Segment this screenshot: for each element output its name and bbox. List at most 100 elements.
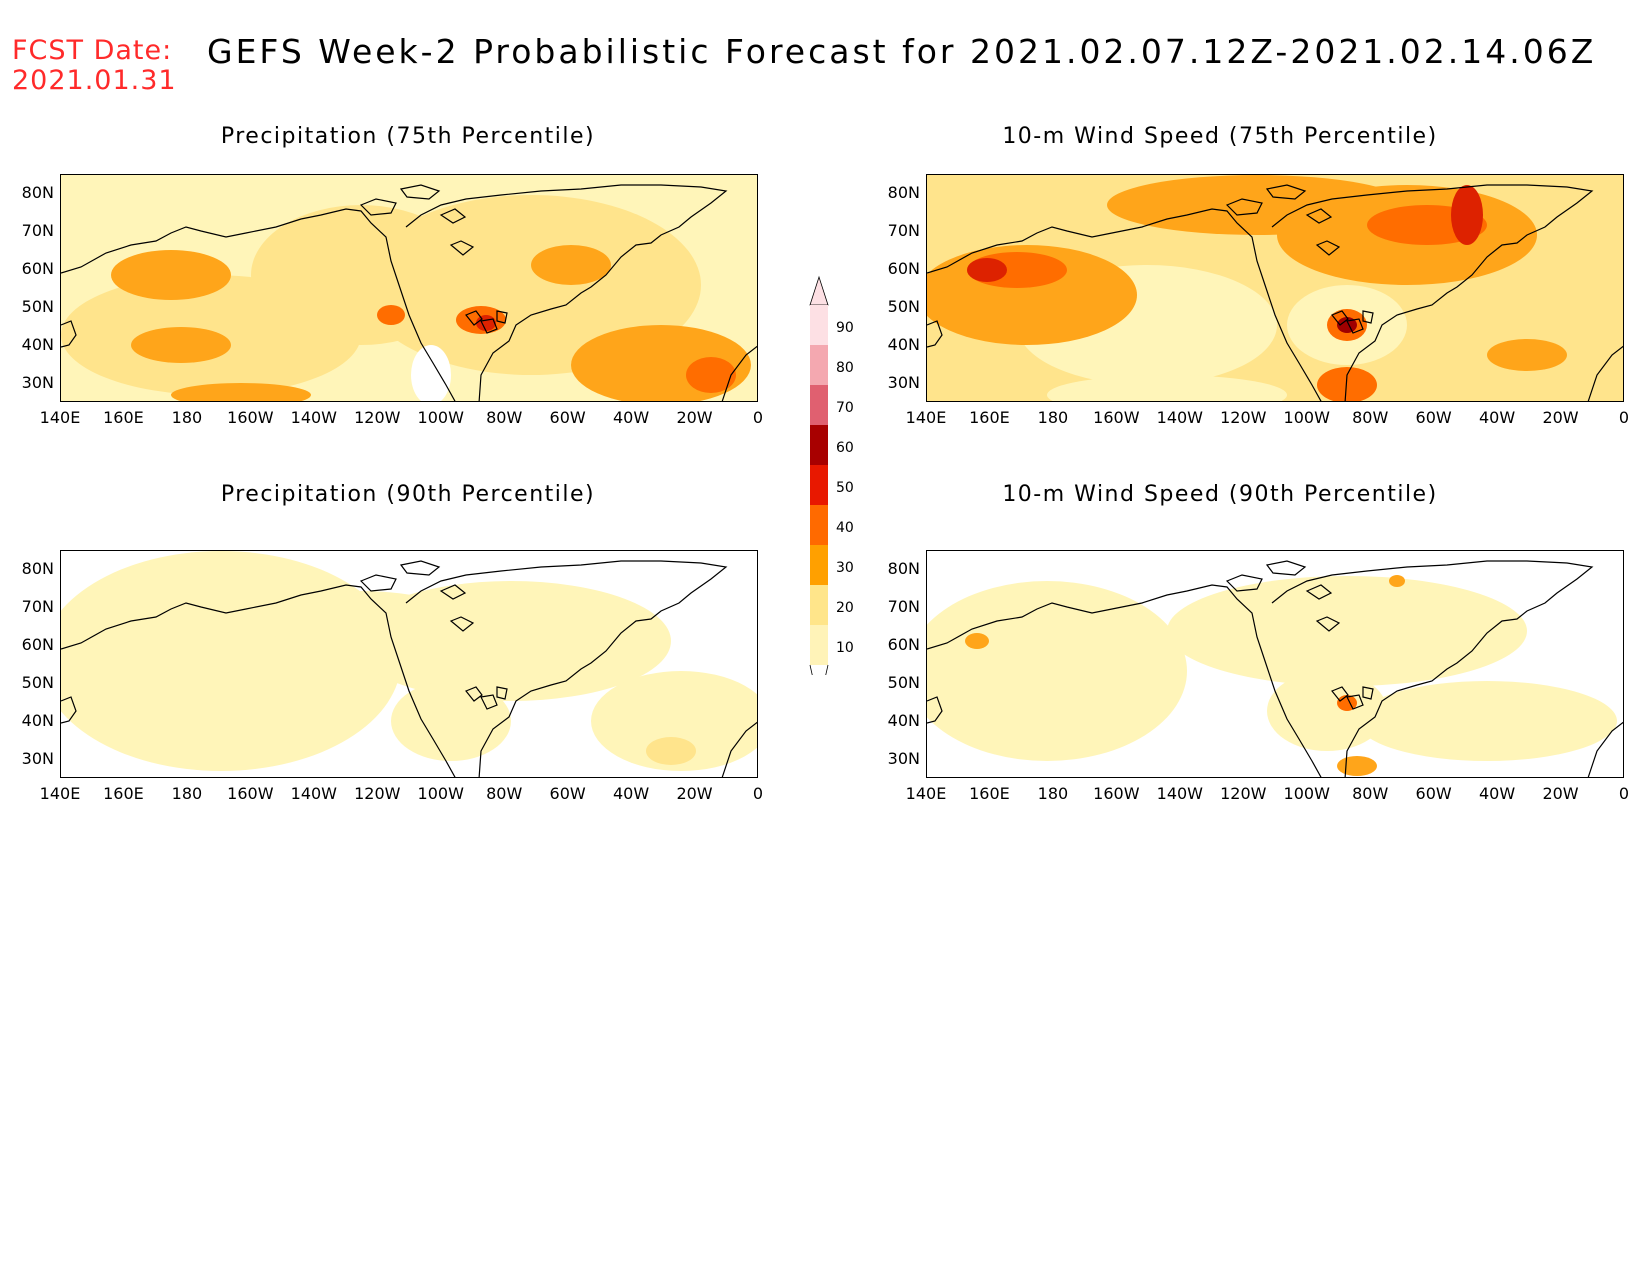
shading-region — [591, 671, 757, 771]
legend-level-label: 30 — [836, 560, 854, 576]
lon-label: 120W — [354, 784, 401, 803]
coastlines — [61, 560, 757, 777]
lon-label: 160W — [1093, 408, 1140, 427]
fcst-date-label: FCST Date: 2021.01.31 — [12, 36, 177, 96]
lon-label: 140E — [39, 784, 81, 803]
lon-label: 40W — [1478, 408, 1516, 427]
lat-label: 80N — [887, 183, 920, 202]
fcst-date-caption: FCST Date: — [12, 35, 173, 66]
shading-region — [967, 258, 1007, 282]
lat-label: 80N — [21, 559, 54, 578]
lon-label: 160E — [103, 784, 144, 803]
legend-level-label: 80 — [836, 360, 854, 376]
lon-label: 120W — [1220, 408, 1267, 427]
shading-region — [131, 327, 231, 363]
lat-label: 60N — [21, 259, 54, 278]
page-title: GEFS Week-2 Probabilistic Forecast for 2… — [207, 32, 1597, 71]
lon-label: 160W — [227, 408, 274, 427]
legend-level-label: 40 — [836, 520, 854, 536]
lat-label: 30N — [21, 373, 54, 392]
lat-label: 80N — [887, 559, 920, 578]
lat-label: 60N — [887, 259, 920, 278]
shading-region — [261, 591, 461, 651]
shading-region — [965, 633, 989, 649]
legend-level-label: 10 — [836, 640, 854, 656]
legend-level-label: 90 — [836, 320, 854, 336]
legend-top-triangle — [809, 275, 829, 306]
panel-title-wind90: 10-m Wind Speed (90th Percentile) — [1002, 482, 1438, 507]
map-wind75 — [926, 174, 1624, 402]
shading-region — [377, 305, 405, 325]
shading-region — [1389, 575, 1405, 587]
lon-label: 40W — [1478, 784, 1516, 803]
shading-region — [927, 581, 1187, 761]
shading-region — [1267, 671, 1387, 751]
legend-level-label: 20 — [836, 600, 854, 616]
lon-label: 20W — [676, 408, 713, 427]
map-field — [927, 551, 1623, 777]
shading-region — [531, 245, 611, 285]
lon-label: 80W — [486, 784, 523, 803]
lon-label: 0 — [752, 784, 764, 803]
legend-bottom-triangle — [809, 664, 829, 706]
lon-label: 100W — [417, 408, 464, 427]
shading-region — [1337, 756, 1377, 776]
lon-label: 140E — [905, 784, 947, 803]
panel-title-precip90: Precipitation (90th Percentile) — [220, 482, 596, 507]
lon-label: 60W — [549, 408, 586, 427]
lon-label: 140W — [1156, 408, 1203, 427]
lon-label: 0 — [1618, 784, 1630, 803]
map-field — [61, 175, 757, 401]
legend-level-label: 50 — [836, 480, 854, 496]
lon-label: 140E — [39, 408, 81, 427]
lat-label: 50N — [887, 297, 920, 316]
lat-label: 30N — [887, 373, 920, 392]
lon-label: 160E — [103, 408, 144, 427]
shading-region — [1317, 367, 1377, 401]
lon-label: 100W — [417, 784, 464, 803]
lat-label: 80N — [21, 183, 54, 202]
lat-label: 70N — [21, 221, 54, 240]
map-field — [927, 175, 1623, 401]
legend-swatch — [810, 585, 828, 625]
fcst-date-value: 2021.01.31 — [12, 65, 177, 96]
coastlines — [61, 184, 757, 401]
color-legend: 10 20 30 40 50 60 70 80 90 — [808, 275, 868, 706]
lat-label: 50N — [21, 673, 54, 692]
shading-region — [646, 737, 696, 765]
map-precip90 — [60, 550, 758, 778]
lon-label: 0 — [1618, 408, 1630, 427]
lat-label: 50N — [887, 673, 920, 692]
panel-title-precip75: Precipitation (75th Percentile) — [220, 124, 596, 149]
shading-region — [1337, 317, 1357, 333]
lat-label: 40N — [21, 711, 54, 730]
lon-label: 0 — [752, 408, 764, 427]
shading-region — [171, 383, 311, 401]
lat-label: 70N — [887, 221, 920, 240]
legend-swatch — [810, 505, 828, 545]
lon-label: 100W — [1283, 784, 1330, 803]
shading-region — [1451, 185, 1483, 245]
lon-label: 180 — [171, 408, 203, 427]
lat-label: 40N — [887, 335, 920, 354]
lat-label: 30N — [887, 749, 920, 768]
map-precip75 — [60, 174, 758, 402]
legend-level-label: 70 — [836, 400, 854, 416]
legend-swatch — [810, 425, 828, 465]
shading-region — [391, 681, 511, 761]
lon-label: 140E — [905, 408, 947, 427]
lon-label: 180 — [171, 784, 203, 803]
lon-label: 40W — [612, 784, 650, 803]
lon-label: 80W — [486, 408, 523, 427]
lon-label: 160W — [1093, 784, 1140, 803]
lon-label: 20W — [676, 784, 713, 803]
lon-label: 80W — [1352, 408, 1389, 427]
lon-label: 80W — [1352, 784, 1389, 803]
lon-label: 160E — [969, 784, 1010, 803]
lon-label: 180 — [1037, 408, 1069, 427]
shading-region — [1167, 576, 1527, 686]
legend-swatch — [810, 305, 828, 345]
shading-region — [411, 345, 451, 401]
lat-label: 70N — [887, 597, 920, 616]
lon-label: 120W — [354, 408, 401, 427]
